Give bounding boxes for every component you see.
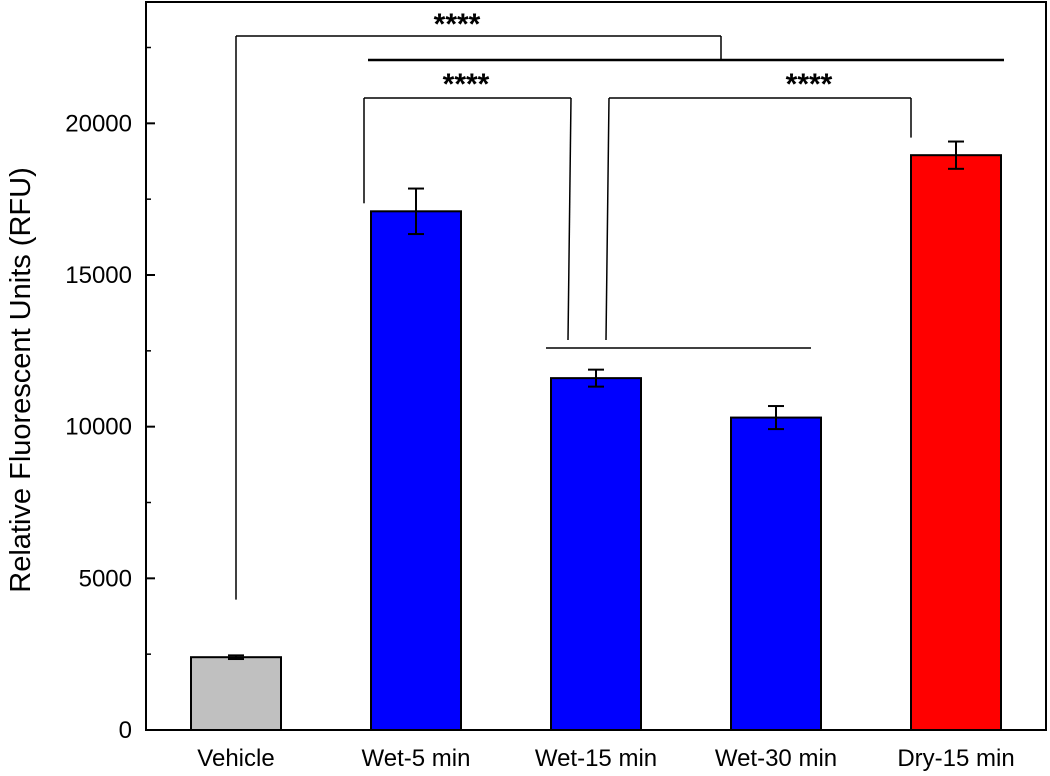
bar bbox=[910, 154, 1002, 731]
y-tick-label: 15000 bbox=[65, 262, 132, 289]
sig-line bbox=[567, 97, 572, 341]
x-tick-label: Dry-15 min bbox=[897, 745, 1014, 772]
significance-stars: **** bbox=[786, 68, 833, 101]
y-tick-label: 5000 bbox=[79, 565, 132, 592]
x-tick-label: Vehicle bbox=[197, 745, 274, 772]
x-tick-label: Wet-15 min bbox=[535, 745, 657, 772]
axes: 0 5000 10000 15000 20000 Vehicle Wet-5 min Wet-… bbox=[65, 1, 1047, 772]
bar bbox=[730, 416, 822, 731]
bar bbox=[190, 656, 282, 732]
y-axis-title: Relative Fluorescent Units (RFU) bbox=[5, 167, 37, 592]
x-tick-label: Wet-5 min bbox=[362, 745, 471, 772]
bar bbox=[370, 210, 462, 732]
bar bbox=[550, 377, 642, 731]
x-tick-label: Wet-30 min bbox=[715, 745, 837, 772]
y-tick-label: 20000 bbox=[65, 110, 132, 137]
bars bbox=[190, 140, 1002, 732]
significance-stars: **** bbox=[443, 68, 490, 101]
significance-annotations: **** **** **** bbox=[235, 8, 1004, 600]
sig-line bbox=[605, 97, 610, 341]
significance-stars: **** bbox=[434, 8, 481, 41]
y-tick-label: 10000 bbox=[65, 414, 132, 441]
y-tick-label: 0 bbox=[119, 717, 132, 744]
